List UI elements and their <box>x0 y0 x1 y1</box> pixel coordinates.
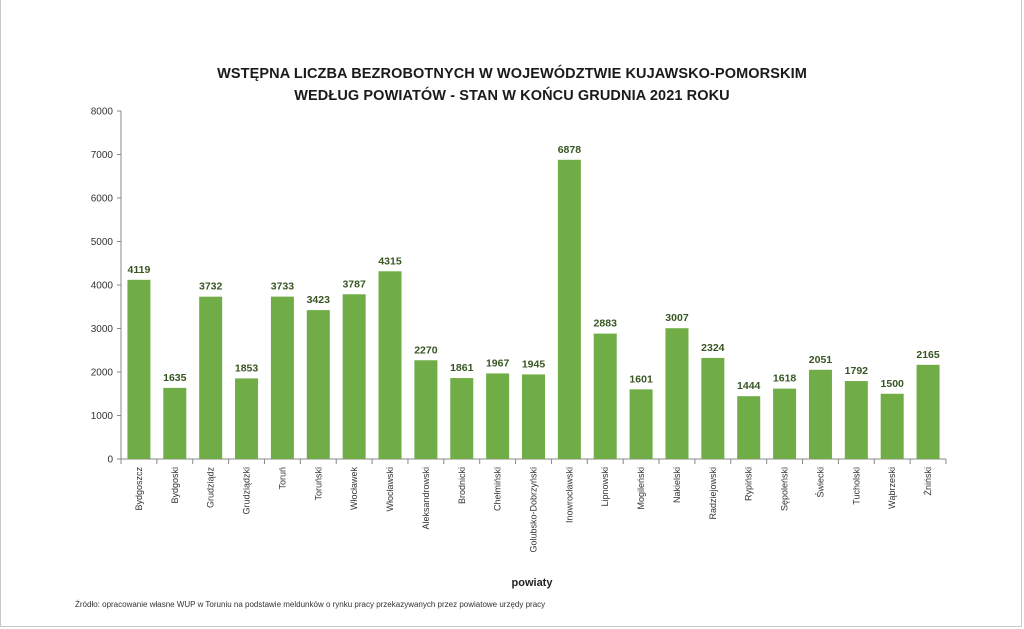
bar-value-label: 2270 <box>414 344 438 356</box>
bar-value-label: 1635 <box>163 372 187 384</box>
y-tick-label: 6000 <box>91 194 114 205</box>
bar <box>701 357 725 459</box>
bar-value-label: 1500 <box>881 378 905 390</box>
bar-value-label: 1967 <box>486 357 510 369</box>
y-tick-label: 2000 <box>91 368 114 379</box>
bar-value-label: 4315 <box>378 255 402 267</box>
x-category-label: Włocławek <box>349 467 359 511</box>
bar-value-label: 3423 <box>307 294 331 306</box>
bar-value-label: 2324 <box>701 342 725 354</box>
x-category-label: Grudziądzki <box>242 467 252 515</box>
x-category-label: Żniński <box>923 467 933 496</box>
y-tick-label: 5000 <box>91 237 114 248</box>
bar-value-label: 1601 <box>629 373 653 385</box>
bar <box>306 310 330 459</box>
bar-value-label: 6878 <box>558 144 582 156</box>
x-category-label: Bydgoski <box>170 467 180 504</box>
bar-value-label: 3007 <box>665 312 689 324</box>
x-category-label: Toruń <box>277 467 287 490</box>
x-category-label: Chełmiński <box>493 467 503 511</box>
bar-value-label: 1853 <box>235 362 259 374</box>
bar <box>486 373 510 459</box>
x-axis-title: powiaty <box>511 577 553 589</box>
y-tick-label: 8000 <box>91 107 114 118</box>
bar-value-label: 1444 <box>737 380 761 392</box>
bar <box>916 364 940 459</box>
x-category-label: Lipnowski <box>600 467 610 507</box>
bar-value-label: 2883 <box>594 318 618 330</box>
chart-title-line-1: WSTĘPNA LICZBA BEZROBOTNYCH W WOJEWÓDZTW… <box>217 66 807 82</box>
bar <box>808 369 832 459</box>
bar-value-label: 1792 <box>845 365 869 377</box>
y-tick-label: 0 <box>107 455 113 466</box>
bar <box>163 387 187 459</box>
x-category-label: Nakielski <box>672 467 682 503</box>
x-category-label: Radziejowski <box>708 467 718 520</box>
bar <box>522 374 545 459</box>
bar <box>199 296 223 459</box>
x-category-label: Golubsko-Dobrzyński <box>529 467 539 553</box>
bar <box>342 294 366 459</box>
bar-value-label: 3787 <box>342 278 366 290</box>
bar <box>880 393 904 459</box>
bar <box>665 328 689 459</box>
x-category-label: Aleksandrowski <box>421 467 431 530</box>
bar-value-label: 2165 <box>916 349 940 361</box>
bar <box>773 388 797 459</box>
bar <box>235 378 259 459</box>
x-category-label: Świecki <box>814 467 825 498</box>
x-category-label: Tucholski <box>851 467 861 505</box>
bar <box>629 389 653 459</box>
bar-value-label: 3733 <box>271 281 295 293</box>
bar-value-label: 2051 <box>809 354 833 366</box>
bar <box>378 271 402 459</box>
bar <box>593 333 617 459</box>
bar <box>844 381 868 459</box>
bar <box>127 279 151 459</box>
bar-value-label: 4119 <box>128 264 151 276</box>
x-category-label: Rypiński <box>744 467 754 501</box>
x-category-label: Mogileński <box>636 467 646 510</box>
bar <box>414 360 438 459</box>
bar <box>737 396 761 459</box>
bar-value-label: 1861 <box>450 362 474 374</box>
x-category-label: Sępoleński <box>780 467 790 511</box>
y-tick-label: 1000 <box>91 411 114 422</box>
bar <box>450 378 474 459</box>
source-note: Źródło: opracowanie własne WUP w Toruniu… <box>75 600 546 609</box>
bar <box>557 159 581 459</box>
x-category-label: Brodnicki <box>457 467 467 504</box>
y-tick-label: 3000 <box>91 324 114 335</box>
x-category-label: Wąbrzeski <box>887 467 897 509</box>
x-category-label: Bydgoszcz <box>134 467 144 511</box>
bar-value-label: 1945 <box>522 358 546 370</box>
x-category-label: Inowrocławski <box>564 467 574 523</box>
y-tick-label: 4000 <box>91 281 114 292</box>
x-category-label: Grudziądz <box>206 467 216 509</box>
bar-value-label: 1618 <box>773 373 797 385</box>
x-category-label: Włocławski <box>385 467 395 512</box>
bar <box>270 296 294 459</box>
bar-value-label: 3732 <box>199 281 223 293</box>
x-category-label: Toruński <box>313 467 323 501</box>
y-tick-label: 7000 <box>91 150 114 161</box>
chart-title-line-2: WEDŁUG POWIATÓW - STAN W KOŃCU GRUDNIA 2… <box>294 88 730 104</box>
